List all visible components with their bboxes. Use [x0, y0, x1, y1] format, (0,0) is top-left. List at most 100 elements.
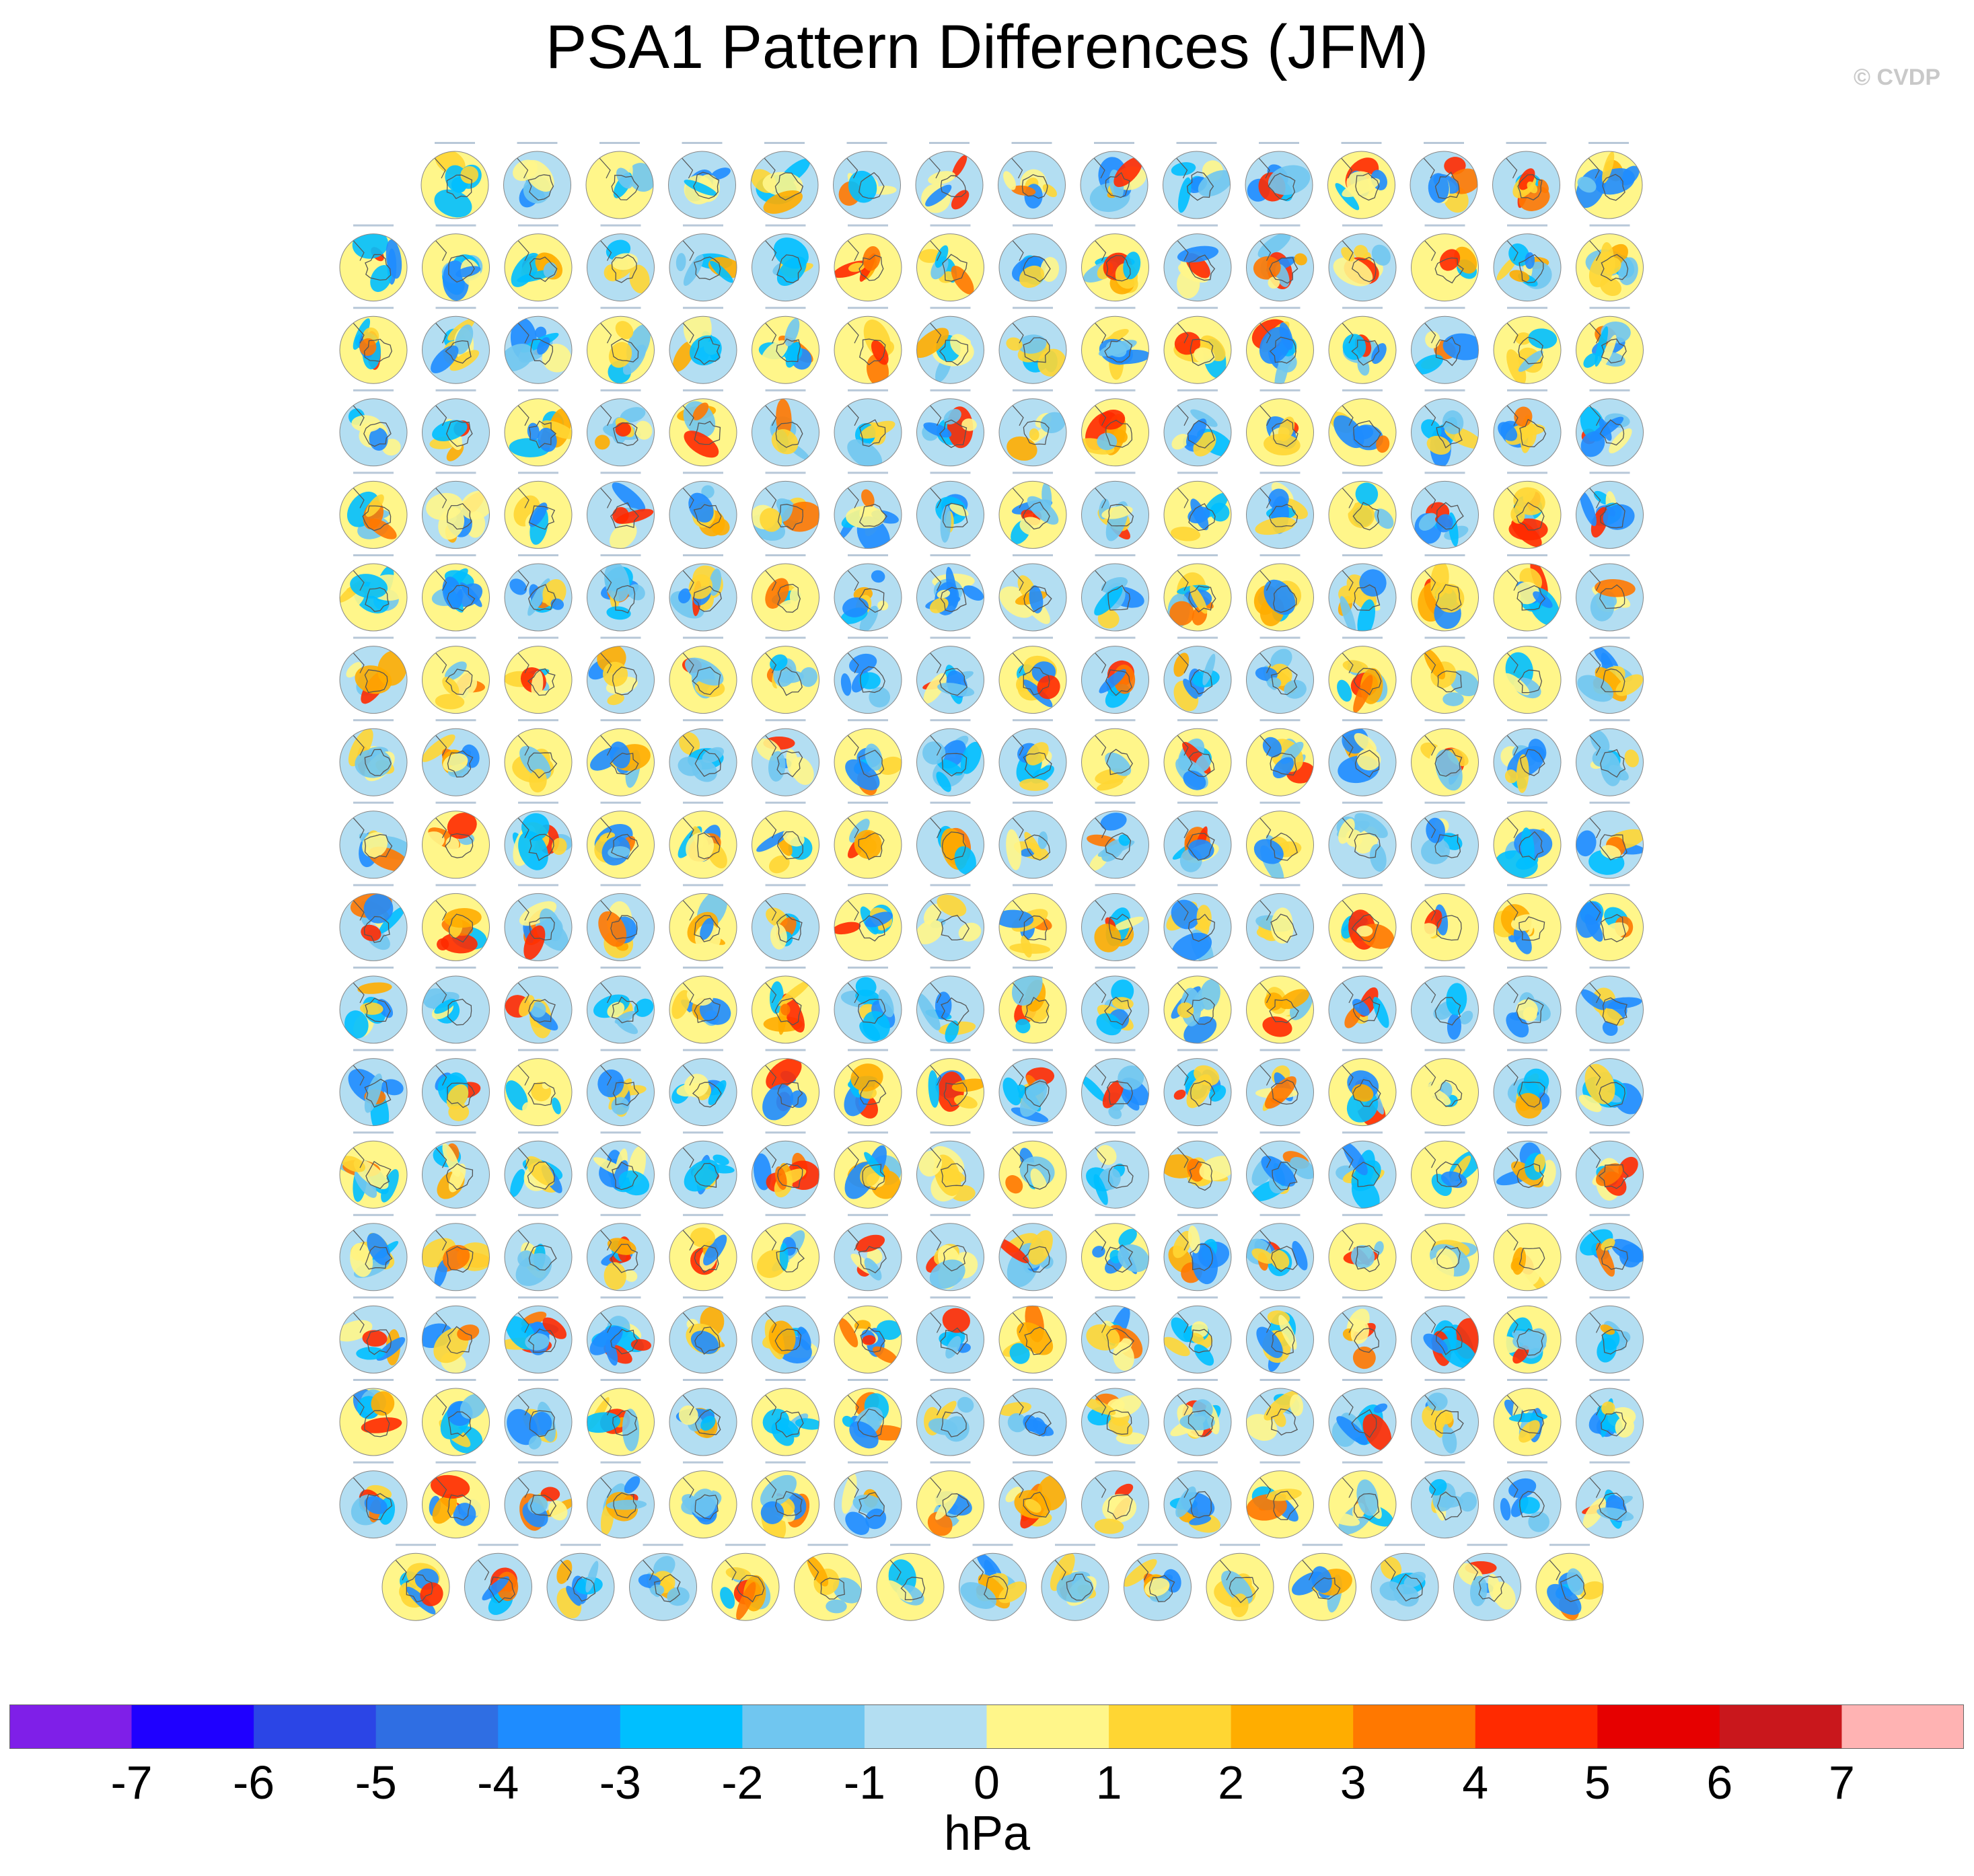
panel-border [504, 315, 573, 384]
panel-border [752, 1305, 819, 1374]
panel-caption [930, 636, 971, 639]
contour-blob [942, 1308, 970, 1333]
colorbar-swatch [1719, 1704, 1842, 1749]
panel-caption [518, 636, 558, 639]
panel-caption [1588, 142, 1629, 144]
coastline [682, 322, 694, 344]
contour-blob [355, 749, 392, 778]
panel-border [752, 728, 819, 796]
panel-border [1328, 893, 1397, 961]
contour-blob [1177, 269, 1200, 299]
panel-border [998, 728, 1067, 796]
panel-border [834, 811, 902, 879]
map-panel [669, 719, 737, 796]
map-panel [504, 307, 573, 384]
map-panel [1493, 1213, 1562, 1291]
map-panel [1246, 1296, 1314, 1374]
panel-caption [600, 554, 641, 556]
contour-blob [683, 254, 704, 286]
panel-border [752, 480, 819, 549]
coastline [610, 753, 639, 775]
panel-border [669, 315, 737, 384]
contour-blob [1267, 677, 1282, 689]
coastline [1271, 1326, 1295, 1355]
colorbar-swatch [1841, 1704, 1964, 1749]
map-panel [1328, 1049, 1397, 1127]
contour-blob [1113, 916, 1144, 930]
panel-caption [1342, 1296, 1383, 1299]
map-panel [834, 636, 902, 714]
coastline [847, 652, 859, 673]
contour-blob [519, 901, 557, 926]
contour-blob [1086, 1324, 1120, 1351]
contour-blob [1186, 418, 1207, 447]
panel-border [1493, 315, 1562, 384]
contour-blob [1251, 1248, 1274, 1264]
panel-caption [848, 1296, 888, 1299]
contour-blob [363, 894, 394, 924]
map-panel [422, 1461, 490, 1539]
panel-border [504, 480, 573, 549]
panel-border [585, 151, 654, 219]
contour-blob [863, 246, 881, 271]
coastline [1342, 1312, 1354, 1333]
coastline [1342, 405, 1354, 426]
map-panel [1576, 1131, 1644, 1209]
coastline [1177, 1065, 1189, 1086]
coastline [940, 175, 967, 198]
panel-caption [353, 967, 394, 969]
contour-blob [848, 819, 870, 843]
map-panel [1493, 1379, 1562, 1456]
contour-blob [854, 829, 882, 860]
panel-border [1493, 480, 1562, 549]
coastline [847, 900, 859, 921]
coastline [1188, 502, 1216, 531]
coastline [1341, 157, 1353, 179]
map-panel [1081, 801, 1149, 879]
coastline [846, 157, 858, 179]
coastline [1177, 817, 1189, 839]
coastline [1095, 1147, 1107, 1168]
contour-blob [1164, 1337, 1190, 1357]
coastline [777, 1082, 803, 1109]
contour-blob [925, 184, 952, 207]
contour-blob [999, 1237, 1029, 1264]
panel-border [1246, 811, 1314, 879]
panel-caption [1013, 224, 1053, 227]
map-panel [339, 1131, 408, 1209]
coastline [775, 422, 803, 448]
contour-blob [863, 1011, 890, 1041]
panel-caption [1095, 1461, 1136, 1464]
panel-border [1493, 1058, 1562, 1127]
contour-blob [350, 1242, 373, 1277]
coastline [847, 817, 859, 839]
panel-caption [435, 554, 476, 556]
coastline [694, 749, 721, 778]
coastline [435, 1312, 447, 1333]
contour-blob [607, 1002, 625, 1018]
coastline [1177, 982, 1189, 1004]
panel-caption [1424, 801, 1465, 804]
panel-caption [1424, 224, 1465, 227]
panel-caption [600, 801, 641, 804]
panel-border [1081, 1305, 1149, 1374]
map-panel [1328, 307, 1397, 384]
map-panel [339, 801, 408, 879]
coastline [1023, 586, 1052, 613]
coastline [353, 1394, 365, 1416]
coastline [694, 336, 721, 365]
map-panel [1328, 1213, 1397, 1291]
panel-border [1411, 1058, 1479, 1127]
contour-blob [1030, 1168, 1048, 1196]
contour-blob [442, 576, 463, 610]
panel-caption [930, 554, 971, 556]
contour-blob [768, 855, 790, 874]
contour-blob [712, 1154, 729, 1166]
panel-caption [1506, 142, 1547, 144]
contour-blob [1196, 905, 1212, 930]
contour-blob [679, 732, 700, 755]
contour-blob [1118, 1065, 1144, 1090]
coastline [1351, 1162, 1380, 1187]
contour-blob [839, 1318, 858, 1348]
coastline [1424, 652, 1436, 673]
